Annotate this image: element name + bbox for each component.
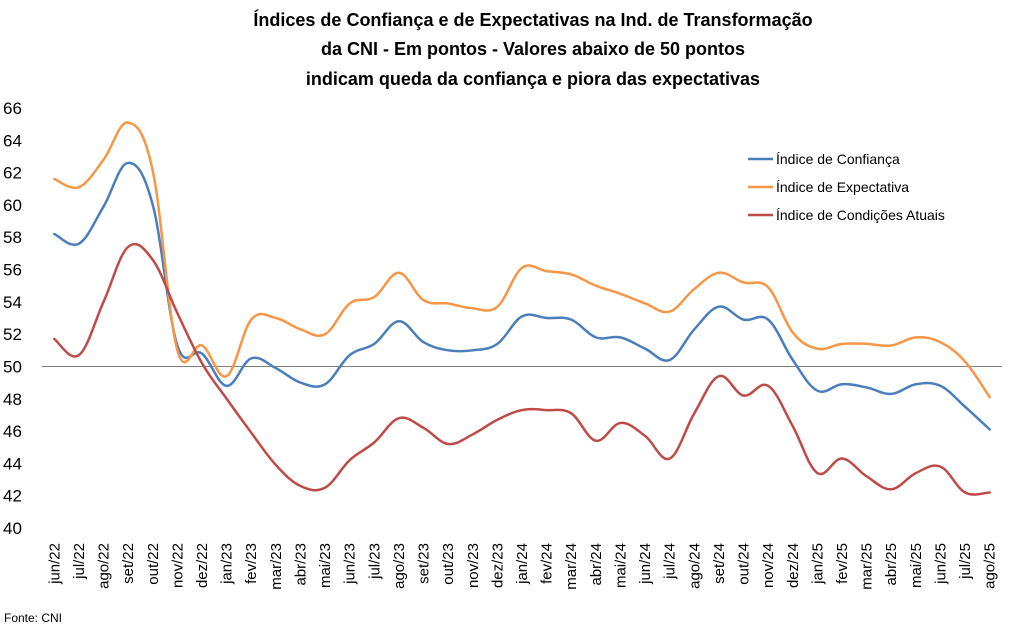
x-tick-label: jul/22 xyxy=(71,543,88,580)
x-tick-label: mai/24 xyxy=(612,543,629,588)
x-tick-label: ago/24 xyxy=(686,543,703,589)
chart-title-line-2: da CNI - Em pontos - Valores abaixo de 5… xyxy=(321,39,745,59)
x-tick-label: jul/25 xyxy=(957,543,974,580)
x-tick-label: mar/24 xyxy=(563,543,580,590)
x-tick-label: jun/24 xyxy=(637,543,654,585)
y-tick-label: 62 xyxy=(3,164,22,183)
x-tick-label: out/24 xyxy=(736,543,753,585)
x-tick-label: nov/23 xyxy=(465,543,482,588)
y-tick-label: 58 xyxy=(3,228,22,247)
series-lines xyxy=(53,121,991,496)
x-tick-label: set/23 xyxy=(416,543,433,584)
y-tick-label: 52 xyxy=(3,325,22,344)
y-tick-label: 46 xyxy=(3,422,22,441)
x-tick-label: dez/22 xyxy=(194,543,211,588)
x-tick-label: jan/23 xyxy=(219,543,236,585)
legend-label-1: Índice de Confiança xyxy=(776,151,900,167)
x-tick-label: mar/23 xyxy=(268,543,285,590)
x-tick-label: set/24 xyxy=(711,543,728,584)
source-note: Fonte: CNI xyxy=(4,611,62,625)
series-line-2 xyxy=(53,121,991,399)
x-tick-label: out/22 xyxy=(145,543,162,585)
x-tick-label: dez/23 xyxy=(489,543,506,588)
x-tick-label: fev/25 xyxy=(834,543,851,584)
series-line-1 xyxy=(53,161,991,431)
x-tick-label: fev/24 xyxy=(539,543,556,584)
x-tick-label: jan/24 xyxy=(514,543,531,585)
y-axis: 40 42 44 46 48 50 52 54 56 58 60 62 64 66 xyxy=(3,99,22,538)
y-tick-label: 64 xyxy=(3,131,22,150)
x-tick-label: dez/24 xyxy=(785,543,802,588)
x-tick-label: nov/22 xyxy=(169,543,186,588)
y-tick-label: 66 xyxy=(3,99,22,118)
y-tick-label: 54 xyxy=(3,293,22,312)
x-tick-label: abr/24 xyxy=(588,543,605,586)
x-tick-label: jul/24 xyxy=(662,543,679,580)
x-tick-label: fev/23 xyxy=(243,543,260,584)
series-line-3 xyxy=(53,242,991,496)
x-tick-label: abr/23 xyxy=(292,543,309,586)
x-tick-label: mai/25 xyxy=(908,543,925,588)
x-tick-label: ago/23 xyxy=(391,543,408,589)
x-tick-label: ago/22 xyxy=(96,543,113,589)
x-tick-label: ago/25 xyxy=(982,543,999,589)
x-tick-label: mar/25 xyxy=(859,543,876,590)
y-tick-label: 56 xyxy=(3,261,22,280)
y-tick-label: 42 xyxy=(3,487,22,506)
chart-title-line-1: Índices de Confiança e de Expectativas n… xyxy=(253,9,812,30)
x-tick-label: jun/25 xyxy=(932,543,949,585)
y-tick-label: 44 xyxy=(3,454,22,473)
x-tick-label: out/23 xyxy=(440,543,457,585)
x-tick-label: jun/22 xyxy=(46,543,63,585)
x-tick-label: jan/25 xyxy=(809,543,826,585)
y-tick-label: 60 xyxy=(3,196,22,215)
x-axis: jun/22 jul/22 ago/22 set/22 out/22 nov/22 dez/… xyxy=(46,543,998,590)
y-tick-label: 40 xyxy=(3,519,22,538)
legend-label-3: Índice de Condições Atuais xyxy=(776,207,945,223)
x-tick-label: jul/23 xyxy=(366,543,383,580)
x-tick-label: set/22 xyxy=(120,543,137,584)
y-tick-label: 50 xyxy=(3,357,22,376)
legend-label-2: Índice de Expectativa xyxy=(776,179,909,195)
x-tick-label: abr/25 xyxy=(883,543,900,586)
chart-title-line-3: indicam queda da confiança e piora das e… xyxy=(306,69,760,89)
x-tick-label: mai/23 xyxy=(317,543,334,588)
x-tick-label: jun/23 xyxy=(342,543,359,585)
y-tick-label: 48 xyxy=(3,390,22,409)
x-tick-label: nov/24 xyxy=(760,543,777,588)
legend: Índice de Confiança Índice de Expectativa… xyxy=(748,151,945,223)
